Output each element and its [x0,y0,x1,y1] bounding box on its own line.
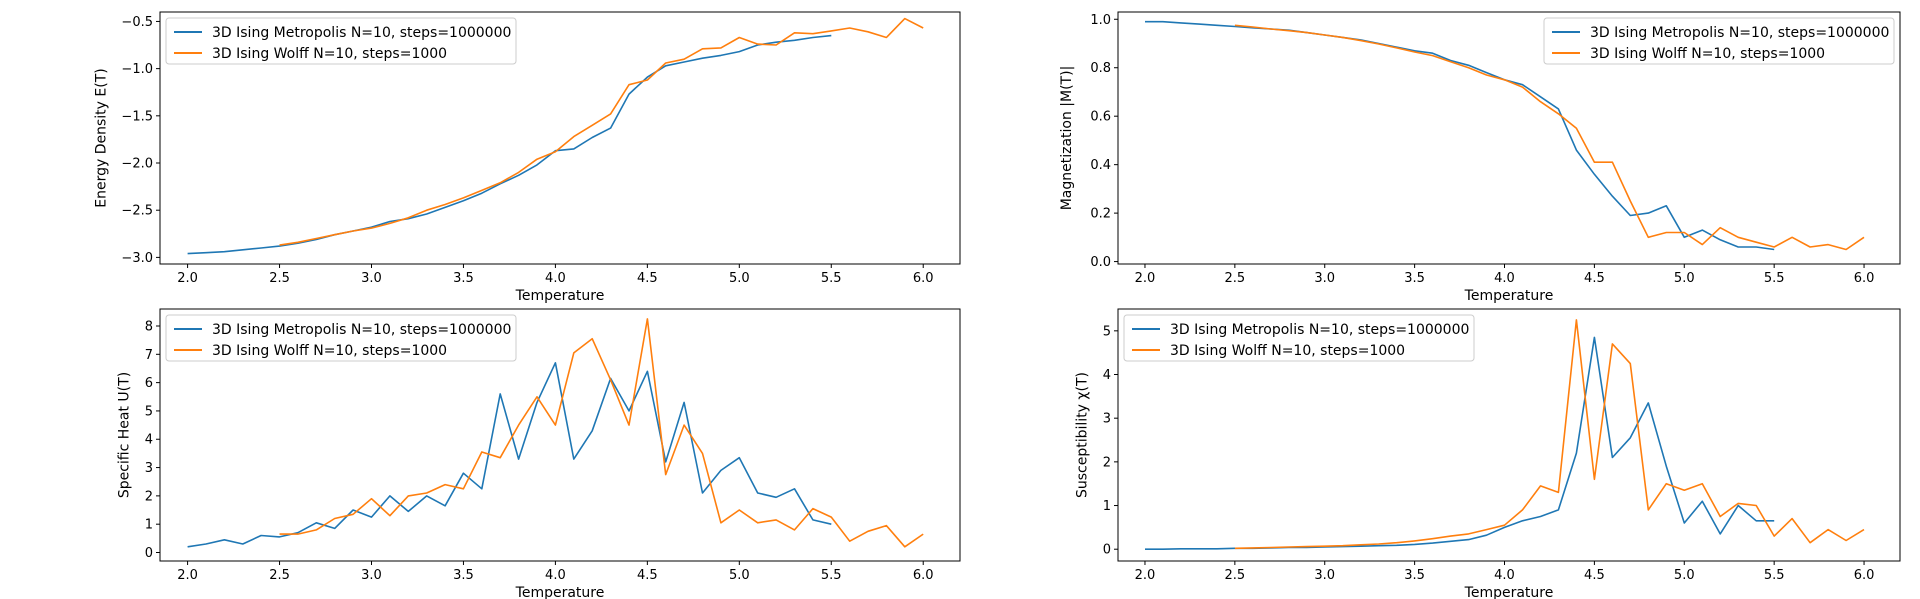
legend-label: 3D Ising Wolff N=10, steps=1000 [1170,343,1405,359]
series-line-wolff [1234,24,1865,251]
legend-box [1123,314,1475,362]
x-tick-label: 4.5 [1584,568,1605,583]
x-tick-label: 2.0 [1135,271,1156,286]
y-tick-label: −2.5 [121,204,153,219]
legend: 3D Ising Metropolis N=10, steps=1000000 3… [1543,17,1895,65]
y-axis-label: Susceptibility χ(T) [1074,372,1090,498]
x-tick-label: 4.5 [637,568,658,583]
series-line-wolff [279,318,924,548]
subplot-4: 2.0 2.5 3.0 3.5 4.0 4.5 5.0 5.5 6.0 0 1 2 3 4 5 Tempera… [1074,308,1901,599]
subplot-3: 2.0 2.5 3.0 3.5 4.0 4.5 5.0 5.5 6.0 0 1 2 3 4 5 6 7 8 Temp… [116,308,961,599]
y-tick-label: 3 [1103,412,1111,427]
y-tick-label: 0 [1103,543,1111,558]
series-line-metropolis [1145,20,1775,251]
x-tick-label: 5.5 [821,568,842,583]
y-tick-label: 0.6 [1090,110,1111,125]
legend-label: 3D Ising Metropolis N=10, steps=1000000 [1590,25,1889,41]
y-tick-label: 1.0 [1090,13,1111,28]
x-tick-label: 4.5 [1584,271,1605,286]
series-line-wolff [1234,319,1865,550]
y-axis-label: Specific Heat U(T) [116,372,132,498]
x-tick-label: 6.0 [1854,271,1875,286]
x-axis-label: Temperature [515,585,605,599]
x-tick-label: 3.0 [1314,271,1335,286]
y-tick-label: 7 [145,348,153,363]
y-tick-label: 0 [145,546,153,561]
series-line-metropolis [187,34,832,255]
x-tick-label: 2.0 [1135,568,1156,583]
legend-box [165,17,517,65]
y-tick-label: −3.0 [121,251,153,266]
legend-label: 3D Ising Wolff N=10, steps=1000 [212,343,447,359]
x-tick-label: 3.5 [453,568,474,583]
legend: 3D Ising Metropolis N=10, steps=1000000 3… [1123,314,1475,362]
x-tick-label: 6.0 [913,271,934,286]
subplot-1: 2.0 2.5 3.0 3.5 4.0 4.5 5.0 5.5 6.0 −3.0 −2.5 −2.0 −… [94,11,961,304]
y-tick-label: −0.5 [121,15,153,30]
y-tick-label: 1 [145,518,153,533]
x-tick-label: 3.0 [1314,568,1335,583]
y-tick-label: 0.0 [1090,255,1111,270]
legend-box [165,314,517,362]
x-tick-label: 3.0 [361,271,382,286]
x-tick-label: 2.5 [269,568,290,583]
y-axis-label: Magnetization |M(T)| [1059,66,1075,211]
x-tick-label: 4.0 [1494,568,1515,583]
y-tick-label: 1 [1103,499,1111,514]
legend-label: 3D Ising Wolff N=10, steps=1000 [212,46,447,62]
y-tick-label: 0.2 [1090,207,1111,222]
y-tick-label: −1.0 [121,62,153,77]
y-tick-label: 5 [145,404,153,419]
x-tick-label: 2.5 [269,271,290,286]
series-line-wolff [279,17,924,246]
y-tick-label: −2.0 [121,157,153,172]
x-tick-label: 4.0 [545,271,566,286]
x-tick-label: 3.5 [1404,271,1425,286]
y-axis-label: Energy Density E(T) [94,68,110,207]
x-tick-label: 3.5 [453,271,474,286]
x-tick-label: 2.5 [1225,271,1246,286]
x-axis-label: Temperature [1464,585,1554,599]
x-axis-label: Temperature [1464,288,1554,304]
y-tick-label: 6 [145,376,153,391]
subplot-2: 2.0 2.5 3.0 3.5 4.0 4.5 5.0 5.5 6.0 0.0 0.2 0.4 0.6 0… [1059,11,1901,304]
legend-label: 3D Ising Metropolis N=10, steps=1000000 [212,25,511,41]
x-tick-label: 4.0 [1494,271,1515,286]
x-tick-label: 3.5 [1404,568,1425,583]
x-axis-label: Temperature [515,288,605,304]
legend-label: 3D Ising Metropolis N=10, steps=1000000 [212,322,511,338]
y-tick-label: 8 [145,319,153,334]
x-tick-label: 5.5 [1764,568,1785,583]
x-tick-label: 2.0 [177,568,198,583]
y-tick-label: 5 [1103,324,1111,339]
y-tick-label: 4 [1103,368,1111,383]
legend-label: 3D Ising Wolff N=10, steps=1000 [1590,46,1825,62]
x-tick-label: 2.5 [1225,568,1246,583]
y-tick-label: 3 [145,461,153,476]
x-tick-label: 5.5 [1764,271,1785,286]
y-tick-label: 0.8 [1090,61,1111,76]
x-tick-label: 5.0 [1674,568,1695,583]
x-tick-label: 6.0 [1854,568,1875,583]
x-tick-label: 6.0 [913,568,934,583]
y-tick-label: 2 [1103,455,1111,470]
x-tick-label: 3.0 [361,568,382,583]
x-tick-label: 4.5 [637,271,658,286]
y-tick-label: 2 [145,489,153,504]
x-tick-label: 4.0 [545,568,566,583]
legend-box [1543,17,1895,65]
y-tick-label: 0.4 [1090,158,1111,173]
y-tick-label: −1.5 [121,109,153,124]
x-tick-label: 5.0 [1674,271,1695,286]
legend-label: 3D Ising Metropolis N=10, steps=1000000 [1170,322,1469,338]
y-tick-label: 4 [145,433,153,448]
legend: 3D Ising Metropolis N=10, steps=1000000 3… [165,314,517,362]
x-tick-label: 5.5 [821,271,842,286]
x-tick-label: 5.0 [729,568,750,583]
legend: 3D Ising Metropolis N=10, steps=1000000 3… [165,17,517,65]
x-tick-label: 2.0 [177,271,198,286]
x-tick-label: 5.0 [729,271,750,286]
